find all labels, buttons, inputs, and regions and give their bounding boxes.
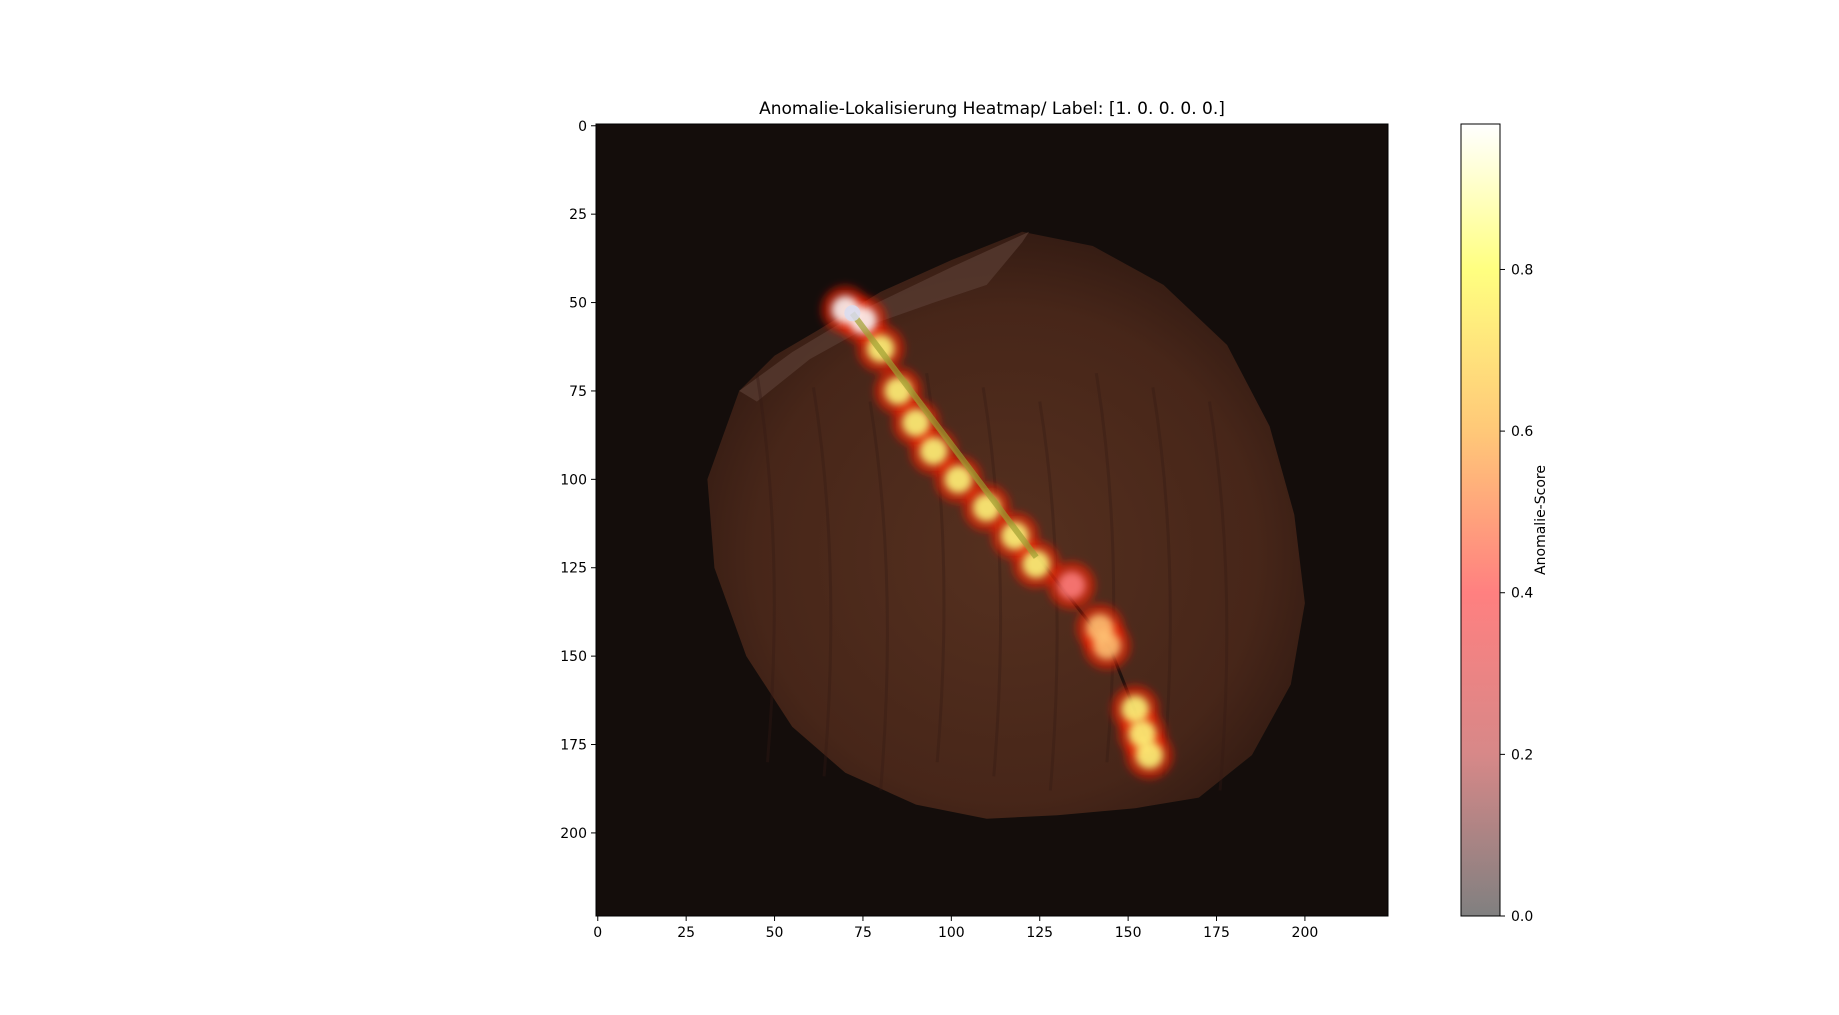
shell-streak <box>1094 373 1116 763</box>
colorbar-tick-label: 0.2 <box>1511 747 1533 763</box>
x-tick-label: 175 <box>1203 925 1230 941</box>
chart-title: Anomalie-Lokalisierung Heatmap/ Label: [… <box>759 99 1225 119</box>
x-tick-label: 50 <box>766 925 784 941</box>
x-axis: 0 25 50 75 100 125 150 175 200 <box>593 916 1318 941</box>
y-tick-label: 50 <box>569 296 587 312</box>
anomaly-cell <box>1121 695 1150 724</box>
y-tick-label: 125 <box>560 561 587 577</box>
x-tick-label: 200 <box>1292 925 1319 941</box>
y-tick-label: 0 <box>578 119 587 135</box>
x-tick-label: 0 <box>593 925 602 941</box>
y-tick-label: 200 <box>560 826 587 842</box>
colorbar-gradient <box>1460 123 1501 917</box>
shell-streak <box>1151 387 1172 777</box>
y-tick-label: 25 <box>569 207 587 223</box>
anomaly-cell <box>901 408 930 437</box>
anomaly-peak <box>844 305 861 322</box>
anomaly-cell <box>1057 571 1086 600</box>
plot-frame <box>595 123 1389 917</box>
colorbar: 0.0 0.2 0.4 0.6 0.8 Anomalie-Score <box>1460 123 1549 925</box>
colorbar-tick-label: 0.8 <box>1511 262 1533 278</box>
y-tick-label: 75 <box>569 384 587 400</box>
x-tick-label: 25 <box>677 925 695 941</box>
x-tick-label: 150 <box>1115 925 1142 941</box>
plot-area <box>596 124 1388 916</box>
anomaly-cell <box>1135 741 1164 770</box>
colorbar-label: Anomalie-Score <box>1533 465 1549 575</box>
shell-streak <box>1207 401 1229 791</box>
shell-streak <box>811 387 833 777</box>
colorbar-tick-label: 0.6 <box>1511 424 1533 440</box>
anomaly-cell <box>1128 719 1157 748</box>
x-tick-label: 100 <box>938 925 965 941</box>
anomaly-cell <box>1022 550 1051 579</box>
y-tick-label: 100 <box>560 472 587 488</box>
y-axis: 0 25 50 75 100 125 150 175 200 <box>560 119 596 842</box>
colorbar-tick-label: 0.0 <box>1511 909 1533 925</box>
y-tick-label: 150 <box>560 649 587 665</box>
anomaly-cell <box>1092 631 1121 660</box>
shell-streak <box>755 373 776 763</box>
anomaly-heatmap <box>821 285 1174 780</box>
x-tick-label: 125 <box>1026 925 1053 941</box>
shell-streak <box>981 387 1003 777</box>
x-tick-label: 75 <box>854 925 872 941</box>
anomaly-cell <box>944 465 973 494</box>
anomaly-core <box>849 311 1039 559</box>
shell-streak <box>868 401 889 791</box>
colorbar-tick-label: 0.4 <box>1511 586 1533 602</box>
y-tick-label: 175 <box>560 738 587 754</box>
anomaly-cell <box>919 437 948 466</box>
colorbar-ticks: 0.0 0.2 0.4 0.6 0.8 <box>1500 262 1533 925</box>
